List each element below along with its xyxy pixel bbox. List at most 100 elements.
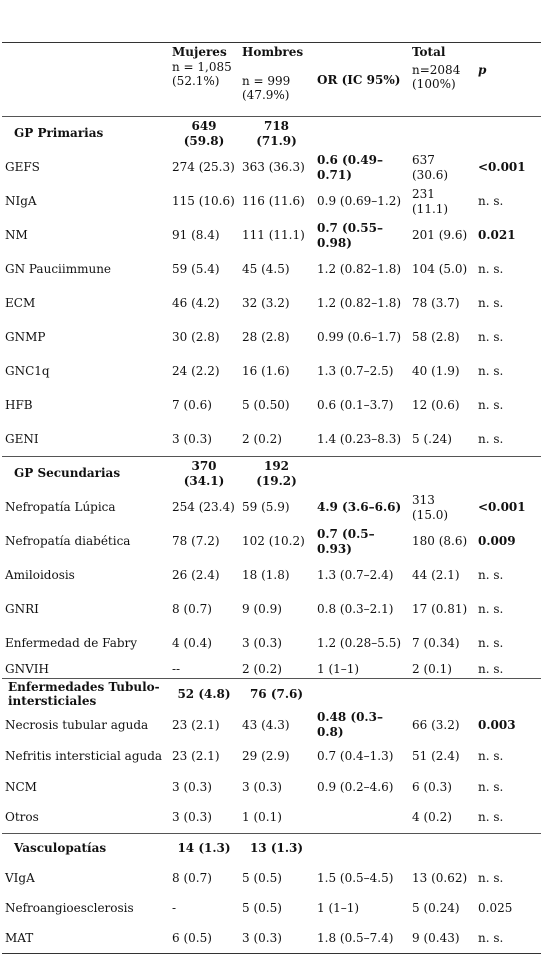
cell: 46 (4.2) bbox=[172, 296, 220, 311]
data-row: Amiloidosis 26 (2.4) 18 (1.8) 1.3 (0.7–2.4)… bbox=[2, 559, 541, 593]
table-container: Mujeres n = 1,085 (52.1%) Hombres n = 999 (… bbox=[2, 42, 541, 954]
data-row: GNVIH -- 2 (0.2) 1 (1–1) 2 (0.1) n. s. bbox=[2, 661, 541, 679]
cell: 115 (10.6) bbox=[172, 194, 235, 209]
row-label: GEFS bbox=[5, 160, 40, 175]
cell: 1.2 (0.28–5.5) bbox=[317, 636, 402, 651]
data-row: Nefropatía Lúpica 254 (23.4) 59 (5.9) 4.9 (… bbox=[2, 491, 541, 525]
column-name: Mujeres bbox=[172, 45, 227, 59]
data-row: GNC1q 24 (2.2) 16 (1.6) 1.3 (0.7–2.5) 40 (1.… bbox=[2, 355, 541, 389]
data-row: GN Pauciimmune 59 (5.4) 45 (4.5) 1.2 (0.82–… bbox=[2, 253, 541, 287]
data-row: Otros 3 (0.3) 1 (0.1) 4 (0.2) n. s. bbox=[2, 803, 541, 834]
cell: 363 (36.3) bbox=[242, 160, 305, 175]
cell: n. s. bbox=[478, 810, 504, 825]
cell bbox=[409, 456, 475, 491]
cell: n. s. bbox=[478, 296, 504, 311]
cell: 254 (23.4) bbox=[172, 500, 235, 515]
row-label: Necrosis tubular aguda bbox=[5, 717, 149, 732]
cell bbox=[314, 833, 409, 864]
cell: n. s. bbox=[475, 923, 541, 954]
cell: n. s. bbox=[478, 364, 504, 379]
cell: 231 (11.1) bbox=[412, 186, 449, 216]
table-body: Mujeres n = 1,085 (52.1%) Hombres n = 999 (… bbox=[2, 42, 541, 954]
data-row: Nefropatía diabética 78 (7.2) 102 (10.2) 0.… bbox=[2, 525, 541, 559]
cell: 2 (0.2) bbox=[242, 661, 282, 676]
cell: n. s. bbox=[478, 262, 504, 277]
data-row: VIgA 8 (0.7) 5 (0.5) 1.5 (0.5–4.5) 13 (0.62)… bbox=[2, 864, 541, 894]
data-row: NCM 3 (0.3) 3 (0.3) 0.9 (0.2–4.6) 6 (0.3) n. … bbox=[2, 772, 541, 803]
cell: 3 (0.3) bbox=[172, 810, 212, 825]
row-label: Nefropatía diabética bbox=[5, 534, 131, 549]
cell bbox=[314, 803, 409, 834]
cell: 201 (9.6) bbox=[412, 228, 468, 243]
cell: 30 (2.8) bbox=[172, 330, 220, 345]
cell: 116 (11.6) bbox=[242, 194, 305, 209]
cell: 0.8 (0.3–2.1) bbox=[317, 602, 394, 617]
section-title: GP Secundarias bbox=[2, 456, 169, 491]
cell: 111 (11.1) bbox=[242, 228, 305, 243]
row-label: HFB bbox=[5, 398, 33, 413]
section-count: 52 (4.8) bbox=[169, 678, 239, 710]
section-count: 76 (7.6) bbox=[239, 678, 314, 710]
cell: 17 (0.81) bbox=[412, 602, 468, 617]
data-row: Nefroangioesclerosis - 5 (0.5) 1 (1–1) 5 (0.… bbox=[2, 894, 541, 924]
cell: 0.025 bbox=[478, 901, 513, 916]
row-label: Nefropatía Lúpica bbox=[5, 500, 116, 515]
cell: 313 (15.0) bbox=[412, 492, 449, 522]
row-label: NCM bbox=[5, 779, 37, 794]
header-cell: OR (IC 95%) bbox=[314, 42, 409, 117]
cell: 3 (0.3) bbox=[242, 636, 282, 651]
cell bbox=[314, 678, 409, 710]
row-label: Nefritis intersticial aguda bbox=[5, 748, 163, 763]
cell: 26 (2.4) bbox=[172, 568, 220, 583]
cell: n. s. bbox=[478, 871, 504, 886]
cell: 0.48 (0.3–0.8) bbox=[317, 710, 383, 739]
header-cell: Total n=2084 (100%) bbox=[409, 42, 475, 117]
column-name: Total bbox=[412, 45, 446, 59]
cell bbox=[475, 833, 541, 864]
cell: 8 (0.7) bbox=[172, 602, 212, 617]
cell: 1 (0.1) bbox=[242, 810, 282, 825]
section-row: Vasculopatías 14 (1.3) 13 (1.3) bbox=[2, 833, 541, 864]
cell bbox=[314, 116, 409, 151]
row-label: GNRI bbox=[5, 602, 39, 617]
row-label: MAT bbox=[2, 923, 169, 954]
data-row: NIgA 115 (10.6) 116 (11.6) 0.9 (0.69–1.2) 23… bbox=[2, 185, 541, 219]
data-row: NM 91 (8.4) 111 (11.1) 0.7 (0.55–0.98) 201 (… bbox=[2, 219, 541, 253]
column-subheader: n = 1,085 (52.1%) bbox=[172, 59, 232, 89]
cell: 104 (5.0) bbox=[412, 262, 468, 277]
cell: <0.001 bbox=[478, 500, 526, 515]
cell: 3 (0.3) bbox=[172, 779, 212, 794]
cell: 29 (2.9) bbox=[242, 748, 290, 763]
cell: 1.8 (0.5–7.4) bbox=[314, 923, 409, 954]
cell: 0.7 (0.55–0.98) bbox=[317, 220, 383, 250]
cell: 9 (0.43) bbox=[409, 923, 475, 954]
row-label: VIgA bbox=[5, 871, 35, 886]
cell: 51 (2.4) bbox=[412, 748, 460, 763]
section-count: 14 (1.3) bbox=[169, 833, 239, 864]
cell: 3 (0.3) bbox=[239, 923, 314, 954]
section-count: 370 (34.1) bbox=[169, 456, 239, 491]
cell: n. s. bbox=[478, 398, 504, 413]
data-row: Necrosis tubular aguda 23 (2.1) 43 (4.3) 0.… bbox=[2, 710, 541, 741]
cell: 0.003 bbox=[478, 717, 516, 732]
row-label: GN Pauciimmune bbox=[5, 262, 112, 277]
cell: 3 (0.3) bbox=[172, 431, 212, 446]
cell: 0.7 (0.5–0.93) bbox=[317, 526, 375, 556]
data-row: ECM 46 (4.2) 32 (3.2) 1.2 (0.82–1.8) 78 (3.7… bbox=[2, 287, 541, 321]
cell: n. s. bbox=[478, 748, 504, 763]
results-table: Mujeres n = 1,085 (52.1%) Hombres n = 999 (… bbox=[2, 42, 541, 954]
cell: 5 (0.50) bbox=[242, 398, 290, 413]
data-row: GENI 3 (0.3) 2 (0.2) 1.4 (0.23–8.3) 5 (.24) n… bbox=[2, 423, 541, 457]
row-label: Enfermedad de Fabry bbox=[5, 636, 138, 651]
cell: 1.4 (0.23–8.3) bbox=[317, 431, 402, 446]
cell: 78 (7.2) bbox=[172, 534, 220, 549]
cell: 78 (3.7) bbox=[412, 296, 460, 311]
cell: 23 (2.1) bbox=[172, 717, 220, 732]
data-row: GNMP 30 (2.8) 28 (2.8) 0.99 (0.6–1.7) 58 (2.… bbox=[2, 321, 541, 355]
row-label: Amiloidosis bbox=[5, 568, 75, 583]
cell: 5 (0.24) bbox=[412, 901, 460, 916]
column-subheader: n = 999 (47.9%) bbox=[242, 73, 291, 103]
data-row: HFB 7 (0.6) 5 (0.50) 0.6 (0.1–3.7) 12 (0.6) n… bbox=[2, 389, 541, 423]
cell bbox=[475, 116, 541, 151]
cell: n. s. bbox=[478, 779, 504, 794]
